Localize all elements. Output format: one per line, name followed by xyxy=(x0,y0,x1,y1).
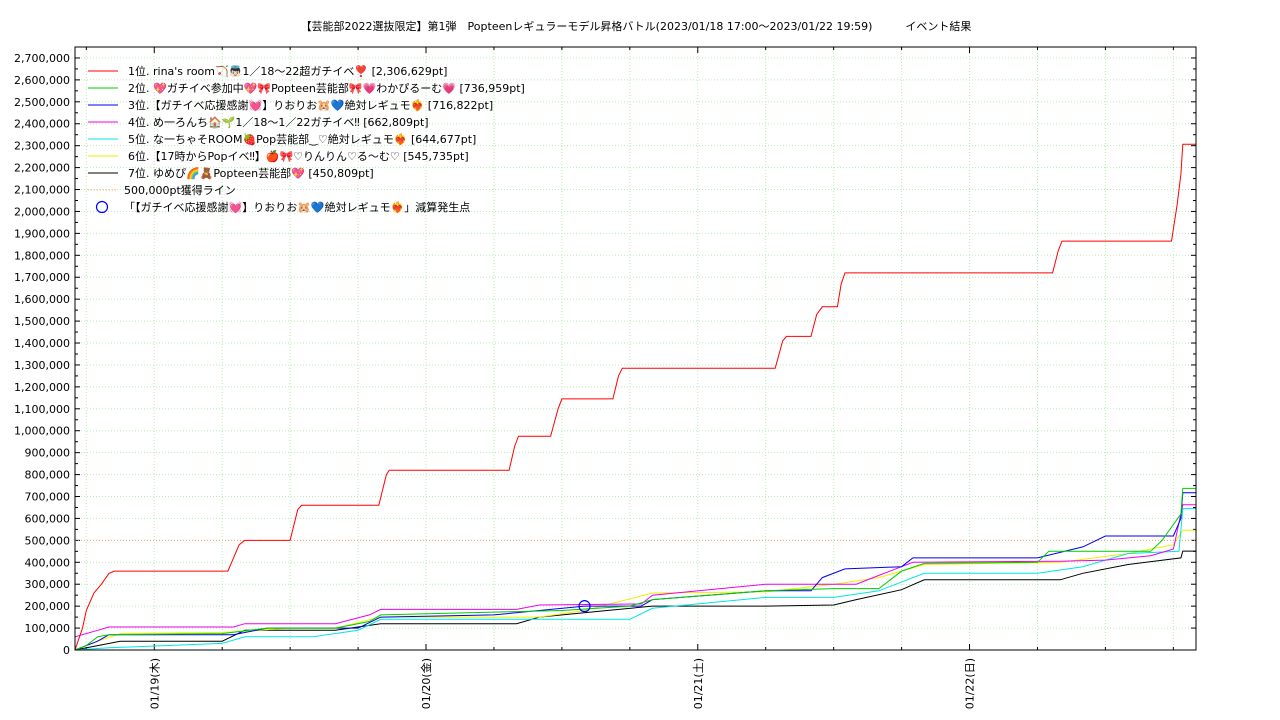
series-line xyxy=(74,529,1196,651)
series-line xyxy=(74,504,1196,638)
series-line xyxy=(74,492,1196,651)
decrement-marker xyxy=(578,600,591,613)
y-tick-label: 2,700,000 xyxy=(14,52,70,65)
legend-entry: 2位. 💖ガチイベ参加中💖🎀Popteen芸能部🎀💗わかぴるーむ💗 [736,9… xyxy=(128,81,525,95)
legend-entry: 1位. rina's room🏹👼🏻1／18〜22超ガチイベ❣️ [2,306,… xyxy=(128,64,447,78)
x-tick-label: 01/21(土) xyxy=(692,658,705,709)
y-tick-label: 2,100,000 xyxy=(14,184,70,197)
y-tick-label: 1,600,000 xyxy=(14,293,70,306)
legend-entry: 6位.【17時からPopイベ‼︎】🍎🎀♡りんりん♡る〜む♡ [545,735pt… xyxy=(128,149,469,163)
series-lines xyxy=(74,143,1196,651)
y-tick-label: 100,000 xyxy=(25,622,71,635)
y-tick-label: 2,400,000 xyxy=(14,118,70,131)
y-tick-label: 2,600,000 xyxy=(14,74,70,87)
legend-entry: 4位. め一ろんち🏠🌱1／18〜1／22ガチイベ‼︎ [662,809pt] xyxy=(128,115,429,129)
y-tick-label: 500,000 xyxy=(25,534,71,547)
y-tick-label: 1,200,000 xyxy=(14,381,70,394)
x-tick-label: 01/22(日) xyxy=(964,658,977,709)
y-tick-label: 1,100,000 xyxy=(14,403,70,416)
legend-marker-symbol xyxy=(95,200,109,214)
legend-entry: 3位.【ガチイベ応援感謝💓】りおりお🐹💙絶対レギュモ❤️‍🔥 [716,822p… xyxy=(128,98,493,112)
chart-title: 【芸能部2022選抜限定】第1弾 Popteenレギュラーモデル昇格バトル(20… xyxy=(301,19,972,33)
y-tick-label: 2,200,000 xyxy=(14,162,70,175)
y-tick-label: 600,000 xyxy=(25,512,71,525)
y-tick-label: 200,000 xyxy=(25,600,71,613)
y-tick-label: 800,000 xyxy=(25,469,71,482)
y-tick-label: 400,000 xyxy=(25,556,71,569)
y-tick-label: 2,300,000 xyxy=(14,140,70,153)
series-line xyxy=(74,550,1196,651)
y-tick-label: 0 xyxy=(63,644,70,657)
y-tick-label: 700,000 xyxy=(25,491,71,504)
y-tick-label: 1,000,000 xyxy=(14,425,70,438)
legend-entry: 5位. な一ちゃそROOM🍓Pop芸能部‿♡絶対レギュモ❤️‍🔥 [644,67… xyxy=(128,132,476,146)
legend-entry: 500,000pt獲得ライン xyxy=(124,184,236,197)
y-tick-label: 1,500,000 xyxy=(14,315,70,328)
grid xyxy=(75,47,1196,651)
y-axis: 0 100,000 200,000 300,000 400,000 500,000 600,… xyxy=(14,52,1196,657)
y-tick-label: 2,000,000 xyxy=(14,205,70,218)
y-tick-label: 1,700,000 xyxy=(14,271,70,284)
plot-frame xyxy=(74,46,1197,651)
y-tick-label: 300,000 xyxy=(25,578,71,591)
series-line xyxy=(74,143,1196,651)
legend-entry: 7位. ゆめぴ🌈🧸Popteen芸能部💖 [450,809pt] xyxy=(128,166,374,180)
y-tick-label: 1,300,000 xyxy=(14,359,70,372)
y-tick-label: 1,900,000 xyxy=(14,227,70,240)
legend: 1位. rina's room🏹👼🏻1／18〜22超ガチイベ❣️ [2,306,… xyxy=(88,64,525,214)
y-tick-label: 900,000 xyxy=(25,447,71,460)
series-line xyxy=(74,508,1196,651)
x-tick-label: 01/19(木) xyxy=(148,658,161,709)
y-tick-label: 1,800,000 xyxy=(14,249,70,262)
legend-entry: 「【ガチイベ応援感謝💓】りおりお🐹💙絶対レギュモ❤️‍🔥」減算発生点 xyxy=(124,200,470,214)
series-line xyxy=(74,487,1196,651)
x-tick-label: 01/20(金) xyxy=(419,658,433,709)
y-tick-label: 2,500,000 xyxy=(14,96,70,109)
y-tick-label: 1,400,000 xyxy=(14,337,70,350)
